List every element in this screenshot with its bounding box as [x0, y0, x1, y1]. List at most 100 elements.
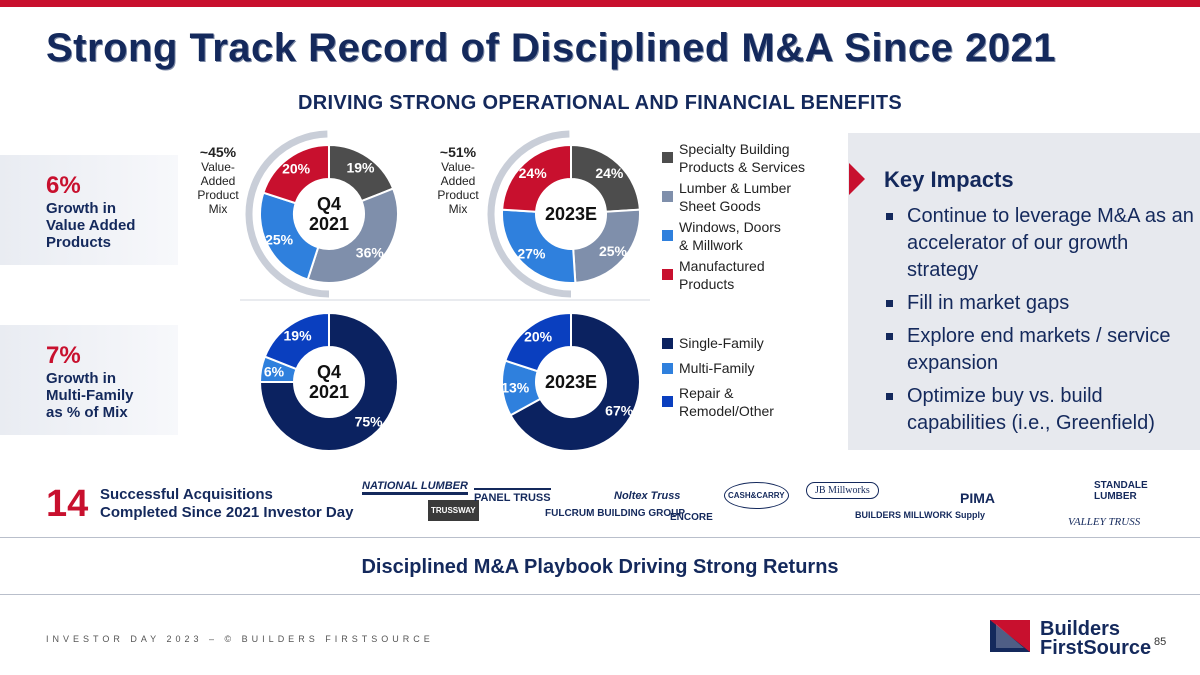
- legend-item: Windows, Doors & Millwork: [662, 218, 781, 254]
- donut-slice: [258, 311, 399, 452]
- legend-swatch: [662, 152, 673, 163]
- legend-label: Sheet Goods: [679, 198, 761, 214]
- legend-label: Products: [679, 276, 735, 292]
- value-added-pct: ~51%: [439, 144, 477, 160]
- stat-panel-multi-family: 7% Growth in Multi-Family as % of Mix: [0, 325, 178, 435]
- arc-value-added-2023e: [487, 130, 572, 298]
- legend-swatch: [662, 191, 673, 202]
- note-line: Product: [197, 188, 239, 202]
- donut-slice: [509, 311, 641, 452]
- legend-item: Lumber & Lumber Sheet Goods: [662, 179, 791, 215]
- footer-text: INVESTOR DAY 2023 – © BUILDERS FIRSTSOUR…: [46, 634, 434, 644]
- legend-label: Products & Services: [679, 159, 806, 175]
- legend-item: Multi-Family: [662, 359, 754, 377]
- donut-slice: [501, 143, 572, 213]
- donut-slice: [262, 143, 330, 205]
- data-label: 20%: [524, 329, 553, 345]
- value-added-note-2023e: ~51% Value- Added Product Mix: [428, 145, 488, 216]
- stat-label: Growth in: [46, 370, 116, 387]
- builders-firstsource-logo-icon: [990, 620, 1030, 652]
- data-label: 6%: [264, 364, 285, 380]
- center-label: 2023E: [545, 372, 597, 392]
- center-label: 2021: [309, 214, 349, 234]
- acquisition-label-line: Completed Since 2021 Investor Day: [100, 504, 354, 521]
- donut-slice: [570, 143, 641, 213]
- stat-pct: 7%: [46, 342, 81, 369]
- data-label: 13%: [501, 379, 530, 395]
- key-impacts-list: Continue to leverage M&A as an accelerat…: [884, 203, 1194, 443]
- data-label: 75%: [355, 414, 384, 430]
- legend-swatch: [662, 396, 673, 407]
- brand-logo-text: Builders FirstSource: [1040, 618, 1152, 659]
- data-label: 25%: [265, 231, 294, 247]
- legend-label: Repair &: [679, 385, 734, 401]
- stat-label: as % of Mix: [46, 404, 128, 421]
- value-added-note-2021: ~45% Value- Added Product Mix: [188, 145, 248, 216]
- legend-swatch: [662, 363, 673, 374]
- legend-label: Lumber & Lumber: [679, 180, 792, 196]
- data-label: 24%: [595, 165, 624, 181]
- key-impact-item: Explore end markets / service expansion: [884, 323, 1194, 377]
- stat-label: Growth in: [46, 200, 116, 217]
- banner-text: Disciplined M&A Playbook Driving Strong …: [361, 556, 839, 578]
- legend-label: Windows, Doors: [679, 219, 781, 235]
- legend-swatch: [662, 269, 673, 280]
- arc-value-added-2021: [245, 130, 330, 298]
- acquisition-label-line: Successful Acquisitions: [100, 486, 273, 503]
- acquisition-label: Successful Acquisitions Completed Since …: [100, 486, 353, 522]
- donut-slice: [263, 311, 330, 371]
- legend-swatch: [662, 230, 673, 241]
- banner: [0, 537, 1200, 595]
- legend-label: Specialty Building: [679, 141, 790, 157]
- data-label: 36%: [356, 244, 385, 260]
- legend-label: Multi-Family: [679, 360, 755, 376]
- legend-item: Specialty Building Products & Services: [662, 140, 805, 176]
- note-line: Mix: [448, 202, 468, 216]
- center-label: 2021: [309, 382, 349, 402]
- legend-label: Single-Family: [679, 335, 764, 351]
- note-line: Value-: [441, 160, 475, 174]
- note-line: Value-: [201, 160, 235, 174]
- legend-swatch: [662, 338, 673, 349]
- note-line: Added: [440, 174, 476, 188]
- key-impact-item: Continue to leverage M&A as an accelerat…: [884, 203, 1194, 284]
- data-label: 19%: [284, 328, 313, 344]
- legend-label: & Millwork: [679, 237, 743, 253]
- data-label: 19%: [346, 160, 375, 176]
- key-impact-item: Fill in market gaps: [884, 290, 1194, 317]
- legend-label: Remodel/Other: [679, 403, 774, 419]
- legend-label: Manufactured: [679, 258, 765, 274]
- note-line: Product: [437, 188, 479, 202]
- data-label: 27%: [517, 246, 546, 262]
- page-title: Strong Track Record of Disciplined M&A S…: [46, 26, 1056, 70]
- legend-item: Repair & Remodel/Other: [662, 384, 774, 420]
- value-added-pct: ~45%: [199, 144, 237, 160]
- chevron-right-icon: [849, 163, 865, 195]
- brand-line: FirstSource: [1040, 637, 1152, 659]
- top-accent-bar: [0, 0, 1200, 7]
- acquisition-count: 14: [46, 483, 89, 525]
- center-label: Q4: [317, 194, 341, 214]
- key-impacts-heading: Key Impacts: [884, 167, 1014, 192]
- data-label: 67%: [605, 403, 634, 419]
- page-subtitle: DRIVING STRONG OPERATIONAL AND FINANCIAL…: [298, 92, 902, 114]
- stat-label: Multi-Family: [46, 387, 134, 404]
- data-label: 24%: [519, 165, 548, 181]
- center-label: 2023E: [545, 204, 597, 224]
- legend-item: Single-Family: [662, 334, 764, 352]
- data-label: 25%: [599, 243, 628, 259]
- page-number: 85: [1154, 636, 1167, 648]
- stat-label: Value Added: [46, 217, 136, 234]
- legend-item: Manufactured Products: [662, 257, 765, 293]
- brand-line: Builders: [1040, 618, 1121, 640]
- stat-label: Products: [46, 234, 112, 251]
- note-line: Added: [200, 174, 236, 188]
- key-impacts-panel: [848, 133, 1200, 450]
- note-line: Mix: [208, 202, 228, 216]
- stat-panel-value-added: 6% Growth in Value Added Products: [0, 155, 178, 265]
- donut-slice: [504, 311, 572, 373]
- center-label: Q4: [317, 362, 341, 382]
- data-label: 20%: [282, 161, 311, 177]
- key-impact-item: Optimize buy vs. build capabilities (i.e…: [884, 383, 1194, 437]
